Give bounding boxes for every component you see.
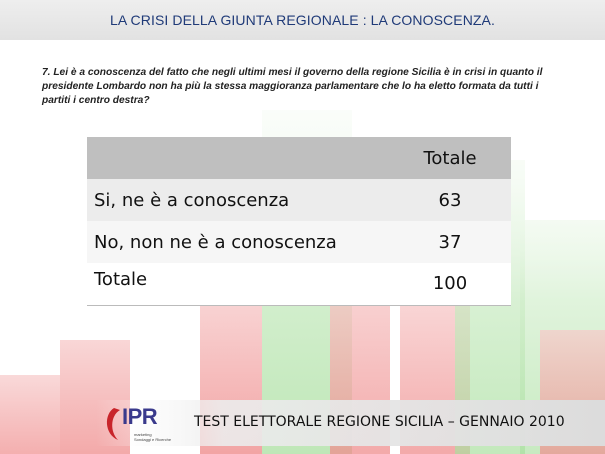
results-table: Totale Si, ne è a conoscenza 63 No, non … (87, 137, 511, 306)
row-value: 100 (389, 263, 511, 306)
row-value: 37 (389, 221, 511, 263)
footer-title: TEST ELETTORALE REGIONE SICILIA – GENNAI… (194, 414, 565, 430)
table-header-empty-cell (87, 137, 389, 179)
logo-subtext: Sondaggi e Ricerche (134, 437, 172, 442)
logo-subtext: marketing (134, 432, 152, 437)
question-text: 7. Lei è a conoscenza del fatto che negl… (42, 67, 543, 106)
ipr-logo: IPR marketing Sondaggi e Ricerche (100, 404, 180, 444)
table-row: Si, ne è a conoscenza 63 (87, 179, 511, 221)
row-label: Si, ne è a conoscenza (87, 179, 389, 221)
header-band: LA CRISI DELLA GIUNTA REGIONALE : LA CON… (0, 0, 605, 40)
table-row: No, non ne è a conoscenza 37 (87, 221, 511, 263)
bg-bar (0, 375, 60, 454)
logo-swoosh-icon (106, 408, 120, 440)
page-title: LA CRISI DELLA GIUNTA REGIONALE : LA CON… (110, 12, 495, 28)
table-total-row: Totale 100 (87, 263, 511, 306)
row-value: 63 (389, 179, 511, 221)
logo-text: IPR (122, 404, 158, 429)
row-label: No, non ne è a conoscenza (87, 221, 389, 263)
column-header-totale: Totale (389, 137, 511, 179)
table-header-row: Totale (87, 137, 511, 179)
row-label: Totale (87, 263, 389, 306)
footer-band (96, 400, 605, 446)
